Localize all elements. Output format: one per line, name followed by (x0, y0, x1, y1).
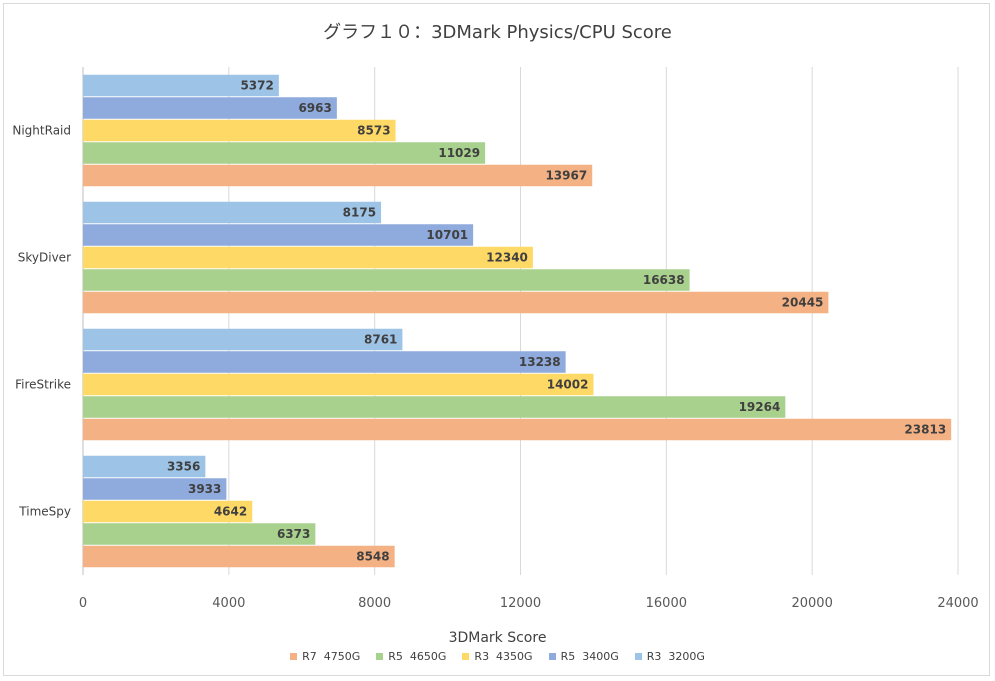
bar (83, 164, 593, 187)
legend-item: R5 4650G (376, 650, 446, 663)
legend: R7 4750G R5 4650G R3 4350G R5 3400G R3 3200G (0, 650, 995, 663)
bar (83, 500, 253, 523)
category-label: SkyDiver (18, 251, 71, 265)
data-label: 16638 (643, 273, 685, 287)
data-label: 20445 (782, 296, 824, 310)
data-label: 10701 (426, 228, 468, 242)
data-label: 11029 (438, 146, 480, 160)
x-tick-label: 0 (79, 596, 87, 611)
bar (83, 545, 395, 568)
legend-swatch (290, 653, 298, 660)
legend-swatch (634, 653, 642, 660)
data-label: 4642 (214, 505, 247, 519)
data-label: 8548 (356, 550, 389, 564)
bar (83, 455, 206, 478)
data-label: 14002 (547, 378, 589, 392)
bar (83, 328, 403, 351)
legend-swatch (376, 653, 384, 660)
bar (83, 142, 486, 164)
legend-swatch (462, 653, 470, 660)
data-label: 8175 (343, 206, 376, 220)
legend-label: R3 3200G (646, 650, 705, 663)
bar (83, 74, 279, 97)
bar (83, 523, 316, 545)
bar (83, 373, 594, 396)
bar (83, 201, 382, 224)
data-label: 3356 (167, 460, 200, 474)
x-tick-label: 8000 (358, 596, 391, 611)
bar (83, 119, 396, 142)
data-label: 5372 (240, 79, 273, 93)
legend-item: R5 3400G (548, 650, 619, 663)
data-label: 13238 (519, 355, 561, 369)
bar (83, 351, 566, 373)
bar (83, 396, 786, 418)
category-label: NightRaid (12, 124, 71, 138)
bar (83, 418, 952, 441)
x-tick-label: 24000 (937, 596, 978, 611)
data-label: 13967 (545, 169, 587, 183)
x-tick-label: 16000 (646, 596, 687, 611)
data-label: 12340 (486, 251, 528, 265)
bar (83, 291, 829, 314)
bar (83, 97, 337, 119)
x-tick-label: 12000 (500, 596, 541, 611)
chart-title: グラフ１０：3DMark Physics/CPU Score (323, 22, 672, 43)
bar (83, 224, 474, 246)
data-label: 8573 (357, 124, 390, 138)
x-tick-label: 4000 (212, 596, 245, 611)
bar (83, 246, 533, 269)
x-tick-label: 20000 (791, 596, 832, 611)
legend-label: R3 4350G (474, 650, 533, 663)
legend-swatch (548, 653, 556, 660)
bar (83, 478, 227, 500)
data-label: 8761 (364, 333, 397, 347)
legend-item: R3 4350G (462, 650, 533, 663)
category-label: TimeSpy (18, 505, 71, 519)
x-axis-title: 3DMark Score (448, 630, 547, 646)
data-label: 19264 (739, 400, 781, 414)
legend-label: R5 3400G (560, 650, 619, 663)
data-label: 6963 (298, 101, 331, 115)
legend-item: R3 3200G (634, 650, 705, 663)
data-label: 3933 (188, 482, 221, 496)
data-label: 23813 (904, 423, 946, 437)
legend-item: R7 4750G (290, 650, 360, 663)
legend-label: R7 4750G (302, 650, 361, 663)
data-label: 6373 (277, 527, 310, 541)
legend-label: R5 4650G (388, 650, 447, 663)
bar (83, 269, 690, 291)
category-label: FireStrike (15, 378, 71, 392)
